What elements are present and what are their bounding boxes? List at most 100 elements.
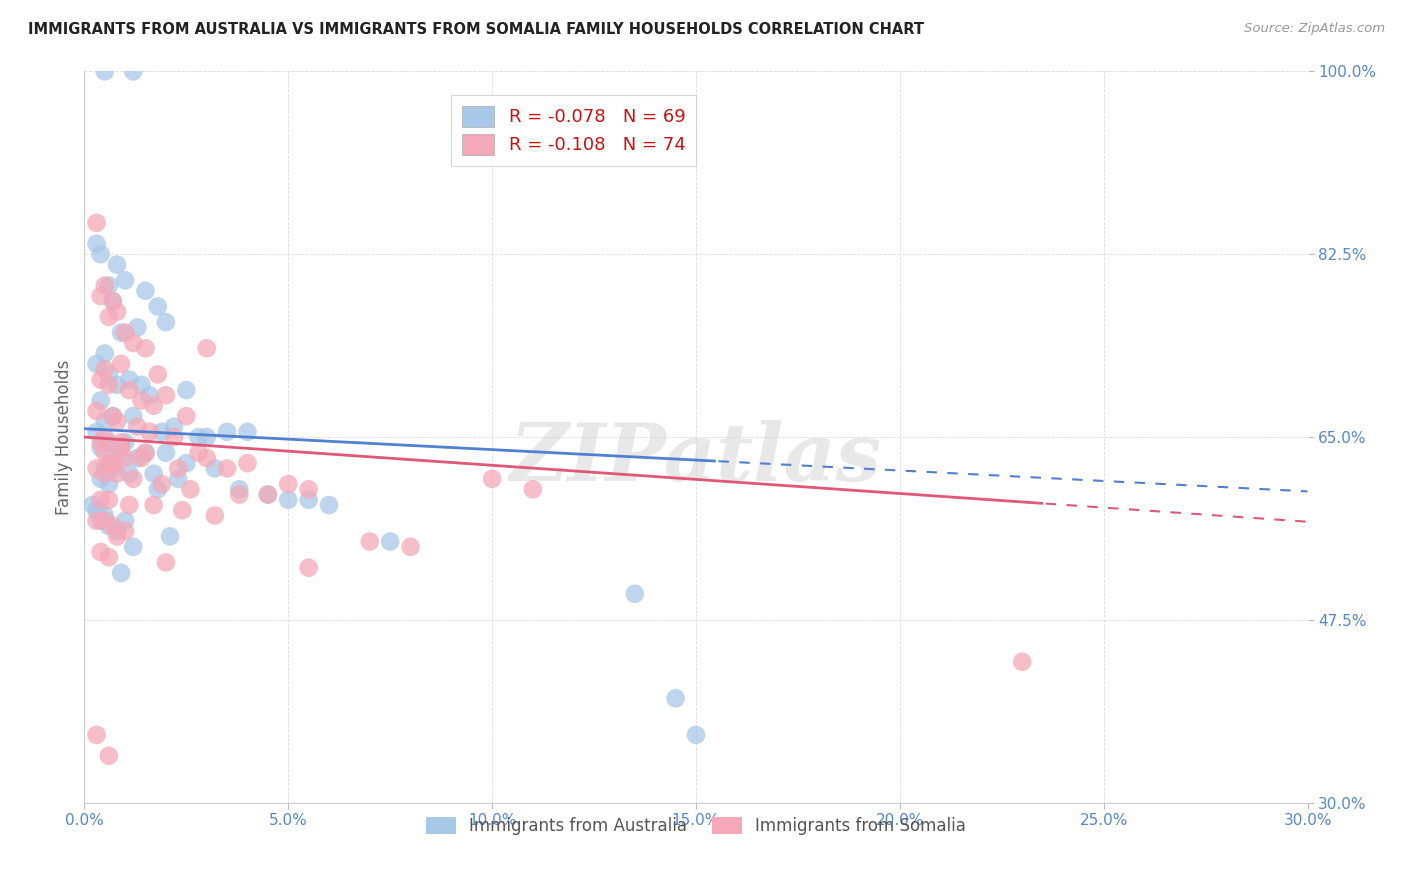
Point (90, 435, 112, 450)
Point (195, 450, 218, 465)
Point (105, 441, 128, 455)
Point (146, 300, 169, 314)
Point (93, 362, 115, 376)
Point (257, 487, 280, 501)
Point (172, 503, 194, 517)
Point (624, 587, 647, 601)
Point (167, 472, 190, 486)
Point (167, 461, 190, 475)
Point (97, 550, 120, 565)
Point (155, 388, 177, 402)
Point (86, 216, 108, 230)
Point (131, 393, 153, 408)
Point (359, 534, 381, 549)
Point (122, 64, 145, 78)
Point (481, 472, 503, 486)
Point (93, 446, 115, 460)
Point (93, 508, 115, 523)
Point (97, 519, 120, 533)
Point (204, 461, 226, 475)
Point (86, 514, 108, 528)
Point (195, 430, 218, 444)
Point (135, 446, 157, 460)
Point (187, 446, 209, 460)
Point (101, 461, 124, 475)
Point (97, 477, 120, 491)
Point (114, 326, 136, 340)
Point (114, 450, 136, 465)
Point (236, 456, 259, 470)
Text: Source: ZipAtlas.com: Source: ZipAtlas.com (1244, 22, 1385, 36)
Point (114, 273, 136, 287)
Point (118, 467, 141, 481)
Point (97, 748, 120, 763)
Point (135, 341, 157, 355)
Point (105, 258, 128, 272)
Point (93, 430, 115, 444)
Point (90, 247, 112, 261)
Point (97, 492, 120, 507)
Point (298, 492, 321, 507)
Point (318, 498, 340, 512)
Point (110, 450, 132, 465)
Point (105, 467, 128, 481)
Point (90, 492, 112, 507)
Point (97, 377, 120, 392)
Point (101, 456, 124, 470)
Point (118, 498, 141, 512)
Point (86, 404, 108, 418)
Point (277, 492, 299, 507)
Point (217, 425, 239, 439)
Point (101, 456, 124, 470)
Point (159, 529, 181, 543)
Point (110, 566, 132, 580)
Point (101, 409, 124, 424)
Point (155, 315, 177, 329)
Point (135, 446, 157, 460)
Point (665, 691, 688, 706)
Point (101, 409, 124, 424)
Point (187, 430, 209, 444)
Point (204, 508, 226, 523)
Point (142, 467, 165, 481)
Point (146, 368, 169, 382)
Point (179, 483, 201, 497)
Point (298, 483, 321, 497)
Point (110, 326, 132, 340)
Point (228, 487, 250, 501)
Point (90, 441, 112, 455)
Point (174, 383, 197, 397)
Point (228, 483, 250, 497)
Point (114, 514, 136, 528)
Point (174, 456, 197, 470)
Point (86, 236, 108, 251)
Point (146, 483, 169, 497)
Point (90, 393, 112, 408)
Point (236, 425, 259, 439)
Point (217, 461, 239, 475)
Point (142, 498, 165, 512)
Point (163, 419, 186, 434)
Point (118, 383, 141, 397)
Point (122, 409, 145, 424)
Point (257, 487, 280, 501)
Point (380, 534, 402, 549)
Point (97, 278, 120, 293)
Point (127, 450, 149, 465)
Point (155, 446, 177, 460)
Point (122, 472, 145, 486)
Point (93, 278, 115, 293)
Point (399, 540, 422, 554)
Point (110, 357, 132, 371)
Point (93, 467, 115, 481)
Point (86, 425, 108, 439)
Point (131, 450, 153, 465)
Point (105, 377, 128, 392)
Point (127, 419, 149, 434)
Point (86, 728, 108, 742)
Point (101, 519, 124, 533)
Point (97, 368, 120, 382)
Point (90, 545, 112, 559)
Point (114, 524, 136, 538)
Point (90, 472, 112, 486)
